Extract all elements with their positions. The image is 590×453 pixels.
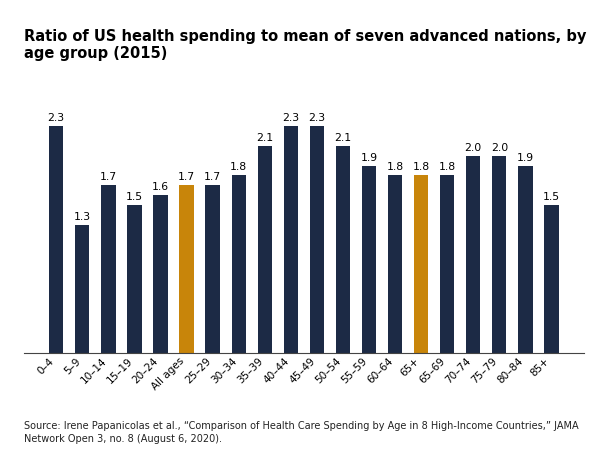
Bar: [49, 126, 63, 353]
Text: 1.8: 1.8: [386, 163, 404, 173]
Bar: [388, 175, 402, 353]
Bar: [75, 225, 90, 353]
Bar: [310, 126, 324, 353]
Text: 1.7: 1.7: [204, 172, 221, 183]
Bar: [336, 146, 350, 353]
Bar: [492, 156, 506, 353]
Text: 2.1: 2.1: [335, 133, 352, 143]
Text: 1.9: 1.9: [517, 153, 534, 163]
Text: 1.8: 1.8: [438, 163, 455, 173]
Bar: [284, 126, 298, 353]
Text: 2.0: 2.0: [491, 143, 508, 153]
Text: 1.5: 1.5: [126, 192, 143, 202]
Bar: [362, 165, 376, 353]
Text: 1.5: 1.5: [543, 192, 560, 202]
Bar: [231, 175, 246, 353]
Bar: [518, 165, 533, 353]
Text: Source: Irene Papanicolas et al., “Comparison of Health Care Spending by Age in : Source: Irene Papanicolas et al., “Compa…: [24, 421, 578, 444]
Bar: [258, 146, 272, 353]
Text: 2.0: 2.0: [465, 143, 482, 153]
Text: 1.9: 1.9: [360, 153, 378, 163]
Bar: [127, 205, 142, 353]
Bar: [153, 195, 168, 353]
Text: 2.3: 2.3: [48, 113, 65, 123]
Text: 2.3: 2.3: [282, 113, 299, 123]
Text: 1.8: 1.8: [412, 163, 430, 173]
Bar: [205, 185, 220, 353]
Bar: [466, 156, 480, 353]
Text: 1.6: 1.6: [152, 182, 169, 192]
Bar: [414, 175, 428, 353]
Text: 1.3: 1.3: [74, 212, 91, 222]
Text: 1.8: 1.8: [230, 163, 247, 173]
Bar: [545, 205, 559, 353]
Text: 1.7: 1.7: [178, 172, 195, 183]
Bar: [179, 185, 194, 353]
Text: 2.3: 2.3: [309, 113, 326, 123]
Text: Ratio of US health spending to mean of seven advanced nations, by age group (201: Ratio of US health spending to mean of s…: [24, 29, 586, 61]
Text: 1.7: 1.7: [100, 172, 117, 183]
Text: 2.1: 2.1: [256, 133, 273, 143]
Bar: [101, 185, 116, 353]
Bar: [440, 175, 454, 353]
